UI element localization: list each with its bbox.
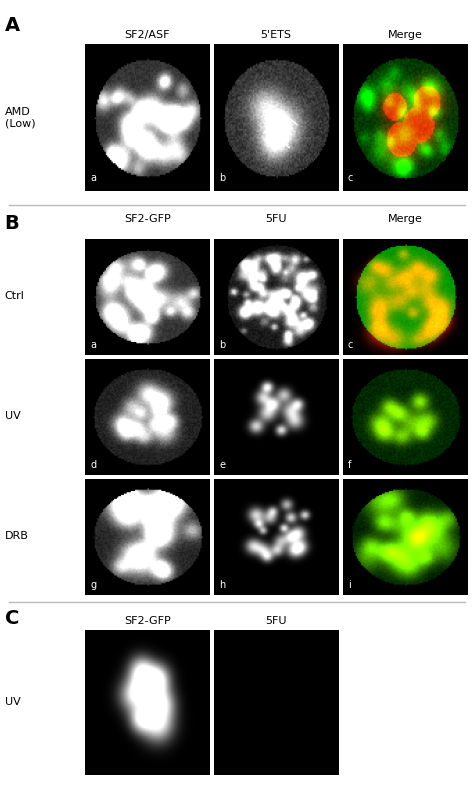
Text: c: c xyxy=(348,173,353,183)
Text: d: d xyxy=(91,460,96,469)
Text: a: a xyxy=(91,173,96,183)
Text: Merge: Merge xyxy=(387,31,422,40)
Text: Ctrl: Ctrl xyxy=(5,292,25,301)
Text: 5FU: 5FU xyxy=(265,214,287,224)
Text: DRB: DRB xyxy=(5,531,28,542)
Text: e: e xyxy=(219,460,225,469)
Text: 5FU: 5FU xyxy=(265,615,287,626)
Text: b: b xyxy=(219,340,225,350)
Text: Merge: Merge xyxy=(387,214,422,224)
Text: UV: UV xyxy=(5,697,20,707)
Text: AMD
(Low): AMD (Low) xyxy=(5,107,36,128)
Text: f: f xyxy=(348,460,351,469)
Text: SF2-GFP: SF2-GFP xyxy=(124,615,171,626)
Text: C: C xyxy=(5,608,19,628)
Text: SF2-GFP: SF2-GFP xyxy=(124,214,171,224)
Text: g: g xyxy=(91,579,96,590)
Text: b: b xyxy=(219,173,225,183)
Text: c: c xyxy=(348,340,353,350)
Text: SF2/ASF: SF2/ASF xyxy=(125,31,170,40)
Text: A: A xyxy=(5,16,20,35)
Text: B: B xyxy=(5,214,19,233)
Text: h: h xyxy=(219,579,225,590)
Text: a: a xyxy=(91,340,96,350)
Text: 5'ETS: 5'ETS xyxy=(261,31,292,40)
Text: UV: UV xyxy=(5,411,20,421)
Text: i: i xyxy=(348,579,351,590)
